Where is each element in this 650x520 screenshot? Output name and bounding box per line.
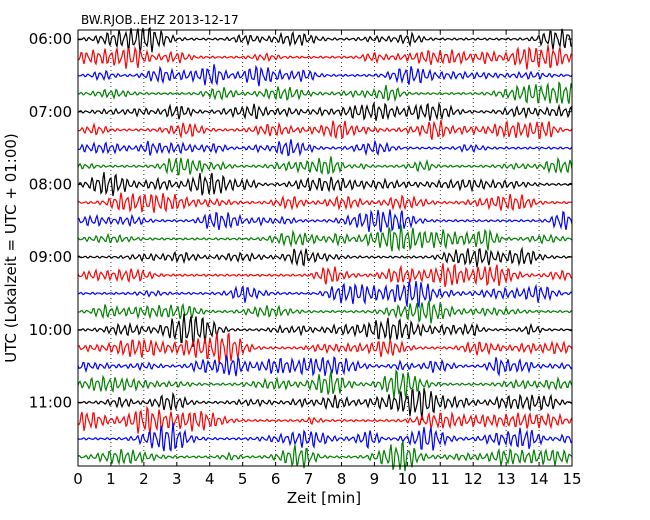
x-tick-label: 4: [205, 470, 215, 488]
x-tick-label: 11: [431, 470, 450, 488]
x-tick-label: 13: [497, 470, 516, 488]
x-tick-label: 7: [304, 470, 314, 488]
x-tick-label: 1: [106, 470, 116, 488]
trace-line: [77, 224, 573, 252]
axis-ticks: [77, 30, 573, 466]
x-tick-label: 10: [398, 470, 417, 488]
y-tick-label: 08:00: [29, 175, 72, 193]
trace-line: [77, 313, 573, 347]
x-tick-label: 5: [238, 470, 248, 488]
trace-line: [77, 80, 573, 104]
trace-line: [77, 353, 573, 377]
x-tick-label: 9: [370, 470, 380, 488]
trace-line: [77, 26, 573, 54]
x-tick-label: 15: [562, 470, 581, 488]
tick-labels: 0 1 2 3 4 5 6 7 8 9 10 11 12 13 14 1506:0007:0008:0009:…: [29, 30, 582, 488]
y-axis-label: UTC (Lokalzeit = UTC + 01:00): [2, 133, 20, 363]
seismic-traces: [77, 26, 573, 472]
x-tick-label: 6: [271, 470, 281, 488]
trace-line: [77, 280, 573, 309]
x-tick-label: 0: [73, 470, 83, 488]
trace-line: [77, 101, 573, 121]
x-tick-label: 8: [337, 470, 347, 488]
trace-line: [77, 192, 573, 213]
y-tick-label: 06:00: [29, 30, 72, 48]
y-tick-label: 09:00: [29, 248, 72, 266]
trace-line: [77, 422, 573, 452]
trace-line: [77, 45, 573, 70]
chart-title: BW.RJOB..EHZ 2013-12-17: [81, 13, 239, 27]
trace-line: [77, 441, 573, 472]
x-tick-label: 2: [139, 470, 149, 488]
y-tick-label: 07:00: [29, 103, 72, 121]
trace-line: [77, 172, 573, 197]
trace-line: [77, 119, 573, 140]
x-tick-label: 3: [172, 470, 182, 488]
x-tick-label: 14: [530, 470, 549, 488]
trace-line: [77, 405, 573, 435]
trace-line: [77, 139, 573, 157]
trace-line: [77, 300, 573, 324]
trace-line: [77, 246, 573, 268]
trace-line: [77, 209, 573, 233]
trace-line: [77, 64, 573, 87]
trace-line: [77, 156, 573, 176]
trace-line: [77, 263, 573, 288]
trace-line: [77, 369, 573, 399]
trace-line: [77, 387, 573, 421]
trace-line: [77, 332, 573, 364]
plot-frame: [77, 29, 573, 467]
x-tick-label: 12: [464, 470, 483, 488]
x-axis-label: Zeit [min]: [287, 489, 361, 507]
y-tick-label: 11:00: [29, 393, 72, 411]
y-tick-label: 10:00: [29, 321, 72, 339]
